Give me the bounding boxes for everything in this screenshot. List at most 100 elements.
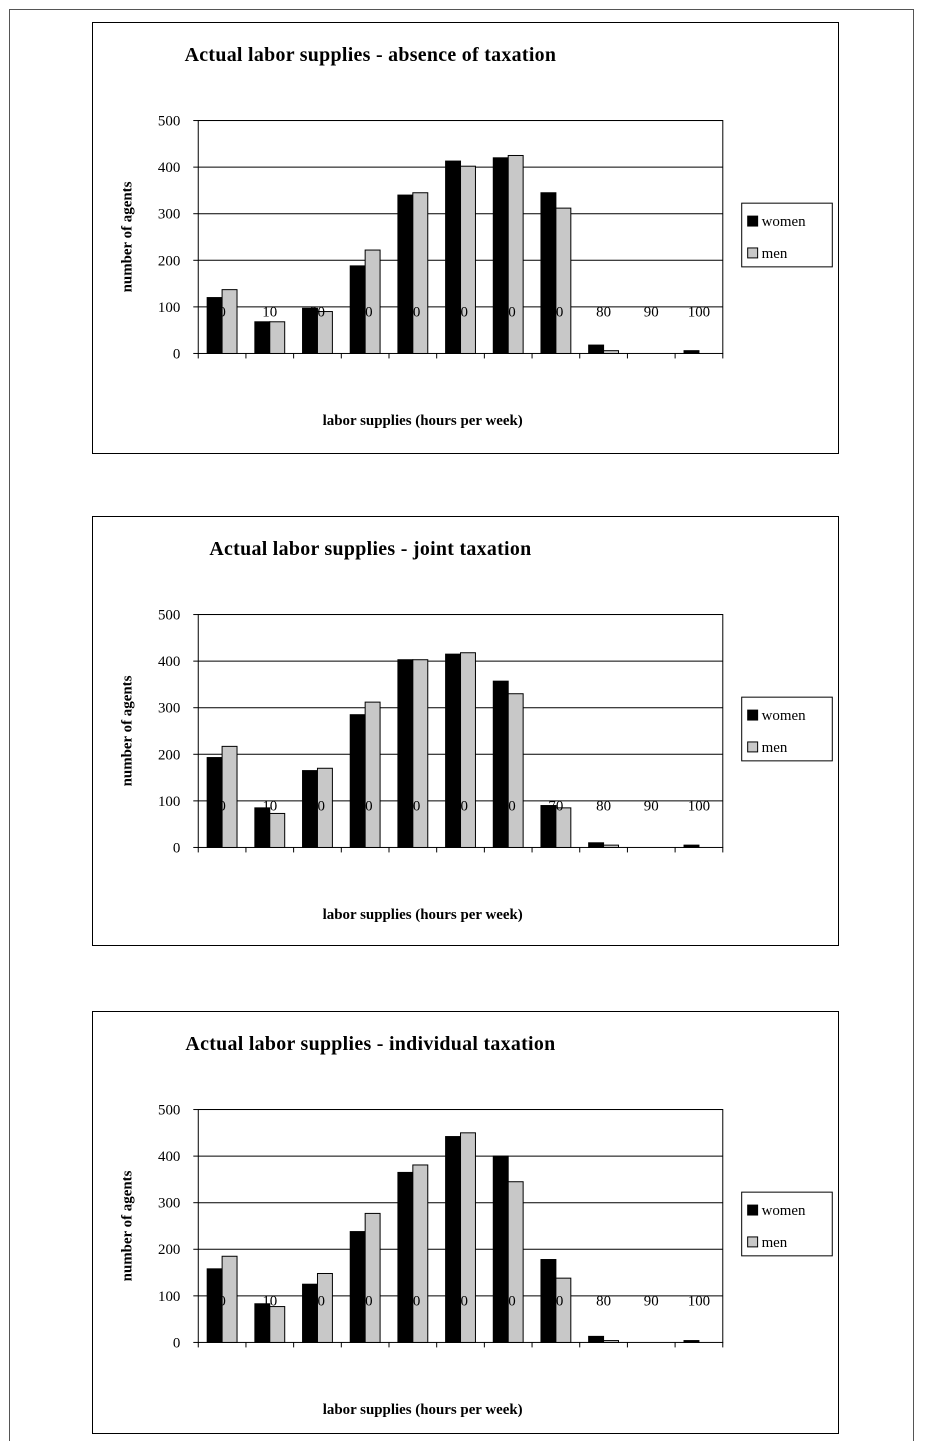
x-tick-label: 90 xyxy=(644,1294,659,1310)
bar-men xyxy=(269,1306,286,1343)
y-tick-label: 0 xyxy=(173,1335,180,1351)
x-tick-label: 60 xyxy=(501,1294,516,1310)
legend-label-men: men xyxy=(762,246,788,262)
x-tick-label: 90 xyxy=(644,799,659,815)
x-tick-label: 30 xyxy=(358,799,373,815)
chart-absence-of-taxation: Actual labor supplies - absence of taxat… xyxy=(92,22,839,454)
bar-women xyxy=(683,844,700,848)
bar-men xyxy=(412,1164,429,1343)
x-tick-label: 20 xyxy=(310,305,325,321)
bar-men xyxy=(221,1255,238,1343)
chart-svg: Actual labor supplies - absence of taxat… xyxy=(120,44,833,429)
bar-men xyxy=(269,812,286,848)
y-tick-label: 100 xyxy=(158,1289,180,1305)
x-tick-label: 40 xyxy=(405,305,420,321)
bar-women xyxy=(445,653,462,848)
y-tick-label: 300 xyxy=(158,701,180,717)
bar-men xyxy=(460,1132,476,1343)
y-tick-label: 200 xyxy=(158,1242,180,1258)
x-tick-label: 30 xyxy=(358,1294,373,1310)
bar-men xyxy=(364,1212,381,1343)
x-tick-label: 10 xyxy=(262,305,277,321)
bar-women xyxy=(445,160,462,354)
x-tick-label: 90 xyxy=(644,305,659,321)
bar-men xyxy=(603,1340,619,1343)
chart-title: Actual labor supplies - joint taxation xyxy=(209,538,531,560)
legend-swatch-women xyxy=(747,709,759,721)
bar-women xyxy=(349,1231,366,1343)
bar-women xyxy=(492,680,509,848)
x-tick-label: 40 xyxy=(405,799,420,815)
page-border xyxy=(9,9,914,1441)
bar-women xyxy=(492,157,509,354)
bar-women xyxy=(683,1340,700,1343)
x-tick-label: 10 xyxy=(262,799,277,815)
bar-men xyxy=(460,652,476,848)
bar-men xyxy=(316,311,333,354)
chart-joint-taxation: Actual labor supplies - joint taxation 0 1… xyxy=(92,516,839,946)
legend: women men xyxy=(741,696,833,762)
chart-title: Actual labor supplies - absence of taxat… xyxy=(185,44,557,66)
y-tick-label: 0 xyxy=(173,346,180,362)
bar-women xyxy=(397,659,414,848)
x-tick-label: 80 xyxy=(596,1294,611,1310)
legend: women men xyxy=(741,1191,833,1257)
bar-women xyxy=(683,350,700,354)
bar-women xyxy=(588,344,605,354)
x-tick-label: 50 xyxy=(453,305,468,321)
bar-women xyxy=(540,192,557,354)
x-tick-label: 50 xyxy=(453,1294,468,1310)
y-tick-label: 400 xyxy=(158,654,180,670)
x-tick-label: 70 xyxy=(548,799,563,815)
legend: women men xyxy=(741,202,833,268)
chart-svg: Actual labor supplies - individual taxat… xyxy=(120,1033,833,1418)
bar-men xyxy=(555,207,572,354)
y-tick-label: 500 xyxy=(158,608,180,624)
bar-women xyxy=(254,321,271,354)
bar-men xyxy=(507,154,524,354)
legend-label-men: men xyxy=(762,1235,788,1251)
bar-women xyxy=(588,842,605,848)
y-axis-label: number of agents xyxy=(120,1170,136,1281)
bar-men xyxy=(412,192,429,354)
x-tick-label: 100 xyxy=(688,1294,710,1310)
x-tick-label: 100 xyxy=(688,799,710,815)
legend-swatch-women xyxy=(747,215,759,227)
bar-men xyxy=(460,165,476,354)
y-tick-label: 100 xyxy=(158,300,180,316)
bar-men xyxy=(603,844,620,848)
chart-svg: Actual labor supplies - joint taxation 0 1… xyxy=(120,538,833,923)
chart-individual-taxation: Actual labor supplies - individual taxat… xyxy=(92,1011,839,1434)
x-tick-label: 70 xyxy=(548,1294,563,1310)
bar-men xyxy=(412,659,429,848)
x-tick-label: 70 xyxy=(548,305,563,321)
x-tick-label: 50 xyxy=(453,799,468,815)
y-tick-label: 200 xyxy=(158,747,180,763)
bar-women xyxy=(397,194,414,354)
y-tick-label: 100 xyxy=(158,794,180,810)
x-tick-label: 60 xyxy=(501,799,516,815)
y-tick-label: 200 xyxy=(158,253,180,269)
x-axis-label: labor supplies (hours per week) xyxy=(323,1402,523,1418)
y-tick-label: 400 xyxy=(158,160,180,176)
bar-men xyxy=(221,289,238,354)
x-tick-label: 80 xyxy=(596,799,611,815)
bar-men xyxy=(507,1181,524,1343)
bar-men xyxy=(364,701,381,848)
legend-swatch-men xyxy=(747,1236,759,1248)
bar-women xyxy=(492,1155,509,1343)
legend-swatch-men xyxy=(747,247,759,259)
bar-women xyxy=(588,1335,605,1343)
x-tick-label: 30 xyxy=(358,305,373,321)
bar-men xyxy=(269,321,286,354)
legend-label-women: women xyxy=(762,214,806,230)
bar-women xyxy=(349,714,366,848)
bar-men xyxy=(316,767,333,848)
x-tick-label: 0 xyxy=(218,799,225,815)
y-tick-label: 0 xyxy=(173,840,180,856)
bar-women xyxy=(397,1171,414,1343)
chart-title: Actual labor supplies - individual taxat… xyxy=(185,1033,555,1055)
y-tick-label: 300 xyxy=(158,1196,180,1212)
bar-men xyxy=(507,693,524,848)
y-tick-label: 500 xyxy=(158,114,180,130)
